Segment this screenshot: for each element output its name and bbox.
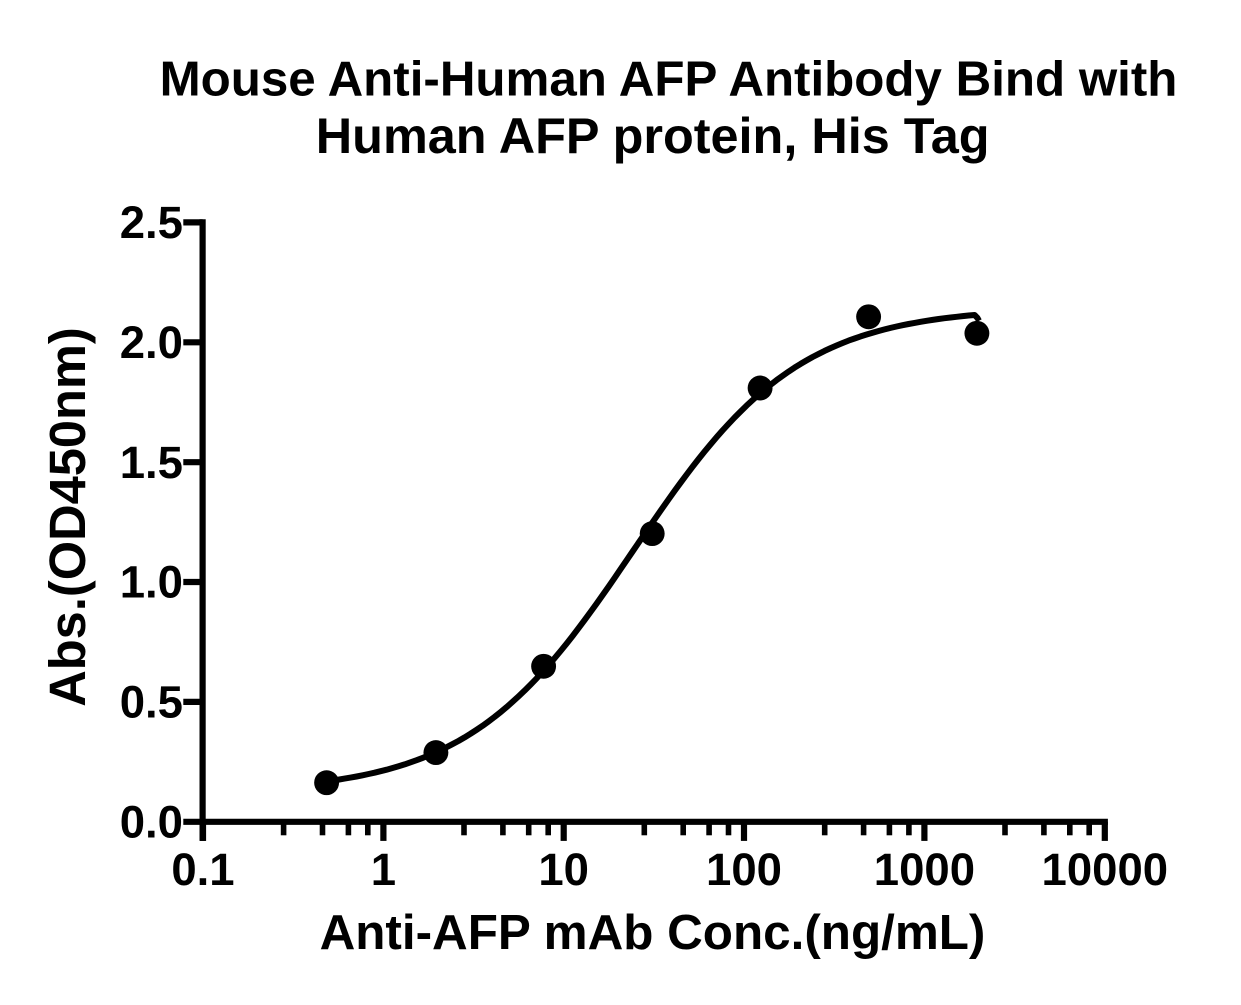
svg-text:2.5: 2.5 [120,197,183,248]
svg-text:Human AFP protein, His Tag: Human AFP protein, His Tag [316,107,990,164]
svg-text:Anti-AFP mAb Conc.(ng/mL): Anti-AFP mAb Conc.(ng/mL) [320,905,986,960]
svg-text:10: 10 [538,844,589,895]
svg-text:1.5: 1.5 [120,437,183,488]
svg-text:1.0: 1.0 [120,557,183,608]
svg-text:1000: 1000 [874,844,975,895]
svg-text:100: 100 [706,844,782,895]
svg-text:0.1: 0.1 [171,844,234,895]
svg-text:0.0: 0.0 [120,797,183,848]
svg-text:1: 1 [371,844,396,895]
svg-text:2.0: 2.0 [120,317,183,368]
svg-text:Abs.(OD450nm): Abs.(OD450nm) [39,327,96,707]
svg-text:10000: 10000 [1042,844,1169,895]
svg-text:0.5: 0.5 [120,677,183,728]
svg-text:Mouse Anti-Human AFP Antibody: Mouse Anti-Human AFP Antibody Bind with [160,52,1178,107]
